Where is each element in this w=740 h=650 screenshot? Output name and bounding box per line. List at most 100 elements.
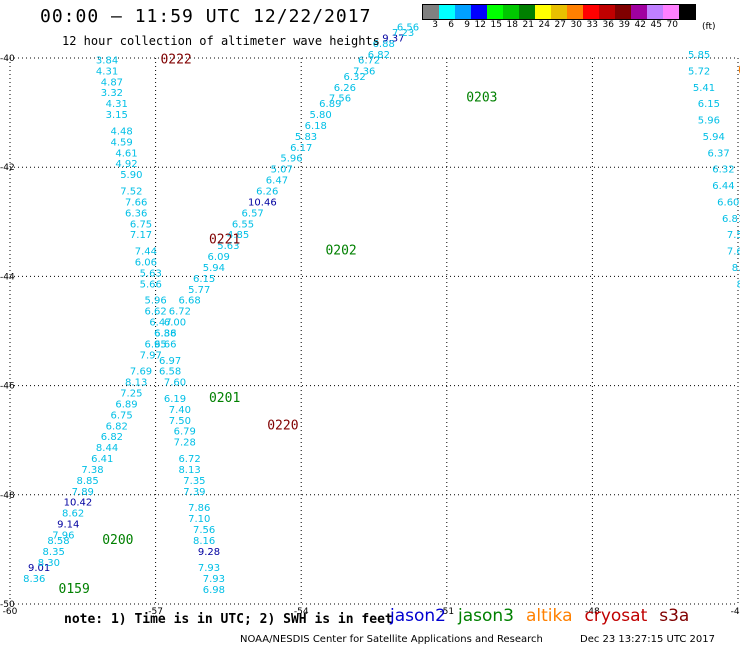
lon-tick-label: -51 <box>439 607 454 617</box>
wave-height-value: 6.58 <box>159 367 181 378</box>
wave-height-value: 6.19 <box>164 394 186 405</box>
wave-height-value: 9.37 <box>382 34 404 45</box>
wave-height-value: 8.44 <box>96 443 118 454</box>
wave-height-value: 6.57 <box>242 208 264 219</box>
pass-time-label: 0202 <box>325 244 356 259</box>
wave-height-value: 4.87 <box>101 77 123 88</box>
legend-swatch <box>599 5 615 19</box>
legend-label: 15 <box>490 20 502 30</box>
wave-height-value: 6.82 <box>101 432 123 443</box>
satellite-key-item: altika <box>526 606 573 626</box>
wave-height-value: 6.75 <box>130 219 152 230</box>
wave-height-value: 7.36 <box>353 66 375 77</box>
lon-tick-label: -45 <box>731 607 740 617</box>
legend-label: 33 <box>586 20 598 30</box>
lon-tick-label: -48 <box>585 607 600 617</box>
legend-swatch <box>487 5 503 19</box>
legend-swatch <box>631 5 647 19</box>
lat-tick-label: -42 <box>0 163 15 173</box>
legend-label: 42 <box>634 20 646 30</box>
wave-height-value: 4.92 <box>115 159 137 170</box>
wave-height-value: 4.31 <box>106 99 128 110</box>
wave-height-value: 6.56 <box>397 23 419 34</box>
legend-label <box>678 20 694 30</box>
wave-height-value: 3.84 <box>96 55 118 66</box>
credit-line: NOAA/NESDIS Center for Satellite Applica… <box>240 634 543 645</box>
legend-swatch <box>519 5 535 19</box>
legend-swatch <box>567 5 583 19</box>
wave-height-value: 6.26 <box>256 187 278 198</box>
wave-height-value: 8.13 <box>125 378 147 389</box>
wave-height-value: 5.63 <box>217 241 239 252</box>
legend-swatch <box>551 5 567 19</box>
wave-height-value: 6.82 <box>106 421 128 432</box>
axis-labels: -60 -57 -54 -51 -48 -45 -40 -42 -44 -46 -48 -50 <box>0 54 740 617</box>
generated-timestamp: Dec 23 13:27:15 UTC 2017 <box>580 634 715 645</box>
legend-swatch <box>647 5 663 19</box>
legend-label: 45 <box>650 20 662 30</box>
wave-height-value: 7.35 <box>183 476 205 487</box>
wave-height-value: 7.93 <box>198 563 220 574</box>
lon-tick-label: -54 <box>294 607 309 617</box>
wave-height-value: 7.56 <box>193 525 215 536</box>
wave-height-value: 6.62 <box>144 307 166 318</box>
wave-height-value: 5.94 <box>203 263 225 274</box>
wave-height-value: 6.89 <box>115 399 137 410</box>
wave-height-value: 6.09 <box>208 252 230 263</box>
page-title: 00:00 – 11:59 UTC 12/22/2017 <box>40 6 372 27</box>
wave-height-value: 5.41 <box>693 83 715 94</box>
wave-height-value: 7.38 <box>81 465 103 476</box>
wave-height-value: 6.15 <box>193 274 215 285</box>
wave-height-value: 9.28 <box>198 547 220 558</box>
wave-height-value: 7.86 <box>188 503 210 514</box>
lat-tick-label: -40 <box>0 54 15 64</box>
pass-time-label: 0203 <box>466 91 497 106</box>
wave-height-value: 8.30 <box>38 558 60 569</box>
pass-time-label: 0200 <box>102 533 133 548</box>
legend-swatch <box>615 5 631 19</box>
wave-height-value: 7.69 <box>130 367 152 378</box>
wave-height-value: 6.55 <box>232 219 254 230</box>
wave-height-value: 7.52 <box>120 187 142 198</box>
legend-swatch <box>423 5 439 19</box>
wave-height-value: 5.66 <box>140 279 162 290</box>
wave-height-value: 10.42 <box>64 498 93 509</box>
wave-height-value: 6.95 <box>144 339 166 350</box>
legend-unit: (ft) <box>702 22 716 32</box>
wave-height-value: 5.94 <box>703 132 725 143</box>
legend-swatch <box>679 5 695 19</box>
wave-height-value: 5.85 <box>688 50 710 61</box>
lon-tick-label: -57 <box>148 607 163 617</box>
wave-height-value: 6.32 <box>712 165 734 176</box>
wave-height-value: 6.15 <box>698 99 720 110</box>
wave-height-value: 6.72 <box>358 55 380 66</box>
lat-tick-label: -48 <box>0 491 15 501</box>
wave-height-value: 8.13 <box>178 465 200 476</box>
wave-height-value: 7.10 <box>188 514 210 525</box>
wave-height-value: 4.85 <box>227 230 249 241</box>
wave-height-value: 7.44 <box>135 247 157 258</box>
pass-time-label: 0222 <box>160 52 191 67</box>
wave-height-value: 6.00 <box>164 318 186 329</box>
wave-height-value: 4.31 <box>96 66 118 77</box>
wave-height-value: 6.72 <box>169 307 191 318</box>
wave-height-value: 5.80 <box>309 110 331 121</box>
wave-height-value: 6.17 <box>290 143 312 154</box>
wave-height-value: 6.38 <box>154 328 176 339</box>
wave-height-value: 4.59 <box>110 137 132 148</box>
wave-height-value: 6.97 <box>159 356 181 367</box>
wave-height-value: 6.26 <box>334 83 356 94</box>
legend-swatches <box>422 4 696 20</box>
lon-tick-label: -60 <box>3 607 18 617</box>
wave-height-value: 6.72 <box>178 454 200 465</box>
wave-height-value: 6.81 <box>722 214 740 225</box>
legend-label: 18 <box>506 20 518 30</box>
wave-height-value: 3.32 <box>101 88 123 99</box>
wave-height-value: 7.28 <box>174 438 196 449</box>
wave-height-value: 7.40 <box>169 405 191 416</box>
wave-height-value: 10.46 <box>248 197 277 208</box>
wave-height-value: 5.90 <box>120 170 142 181</box>
wave-height-value: 7.50 <box>727 230 740 241</box>
wave-height-value: 7.93 <box>203 574 225 585</box>
wave-height-value: 6.89 <box>319 99 341 110</box>
